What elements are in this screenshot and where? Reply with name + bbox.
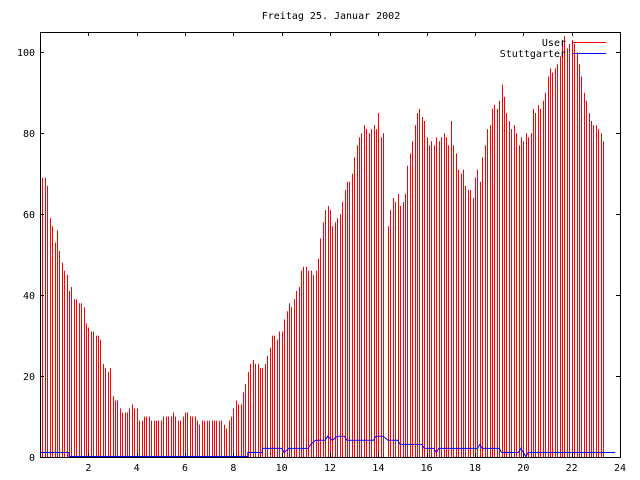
y-tick-label: 100 xyxy=(17,48,35,59)
x-tick-label: 16 xyxy=(421,463,433,474)
x-tick-label: 20 xyxy=(517,463,529,474)
y-tick-label: 80 xyxy=(23,129,35,140)
legend-user-label: User xyxy=(542,38,566,49)
x-tick-label: 4 xyxy=(134,463,140,474)
x-tick-label: 24 xyxy=(614,463,626,474)
x-tick-label: 2 xyxy=(85,463,91,474)
x-tick-label: 10 xyxy=(276,463,288,474)
chart-title: Freitag 25. Januar 2002 xyxy=(262,11,400,22)
legend-stuttgarter-label: Stuttgarter xyxy=(500,49,566,60)
x-tick-label: 18 xyxy=(469,463,481,474)
y-tick-label: 20 xyxy=(23,372,35,383)
legend: User Stuttgarter xyxy=(500,38,606,60)
stuttgarter-series-line xyxy=(40,435,616,458)
x-tick-label: 8 xyxy=(230,463,236,474)
x-tick-label: 22 xyxy=(566,463,578,474)
x-tick-label: 6 xyxy=(182,463,188,474)
y-tick-label: 40 xyxy=(23,291,35,302)
user-series xyxy=(40,36,604,457)
y-tick-label: 60 xyxy=(23,210,35,221)
x-tick-label: 14 xyxy=(372,463,384,474)
y-tick-label: 0 xyxy=(29,453,35,464)
x-tick-label: 12 xyxy=(324,463,336,474)
